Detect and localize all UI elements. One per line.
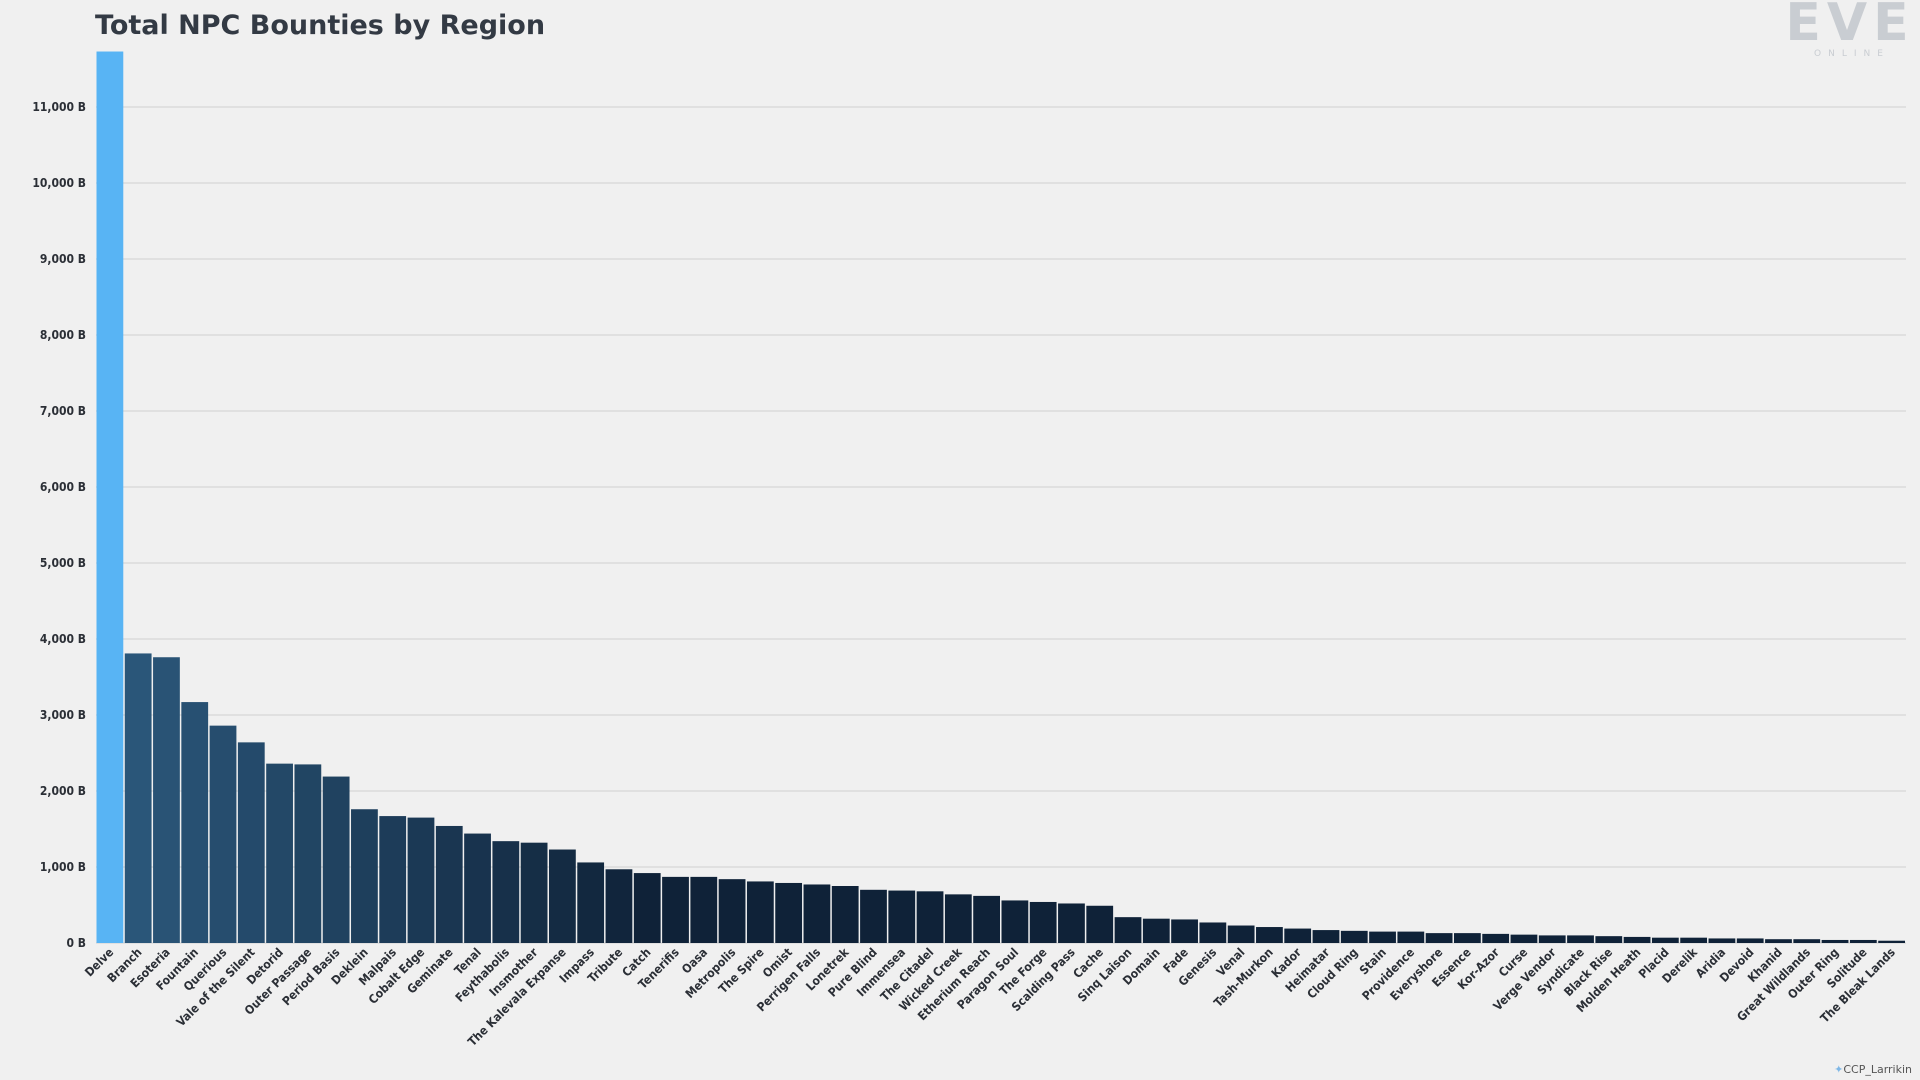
y-tick-label: 5,000 B [40,556,86,570]
bar [973,895,1000,943]
bar [1510,934,1538,943]
bar [181,702,209,943]
bar [1482,933,1510,943]
bar [1595,936,1623,943]
bar [746,881,774,943]
bar [718,879,746,943]
bar [1651,937,1679,943]
bar [379,816,407,943]
y-tick-label: 6,000 B [40,480,86,494]
bar [96,51,124,943]
bar [775,882,803,943]
bar [1538,935,1566,943]
bar [435,825,463,943]
logo-wordmark: EVE [1785,0,1914,53]
bar [237,742,265,943]
bar [266,763,293,943]
bar [1142,918,1170,943]
bar [860,889,887,943]
bar [888,890,916,943]
eve-online-logo: EVE ONLINE [1785,0,1914,59]
bar [322,776,350,943]
bar [1623,936,1651,943]
bar [520,842,548,943]
bars [96,51,1905,943]
y-tick-label: 0 B [67,936,87,950]
bar [407,817,435,943]
bar [1765,939,1792,943]
author-credit: ✦CCP_Larrikin [1834,1063,1912,1076]
y-tick-label: 7,000 B [40,404,86,418]
bar [464,833,491,943]
y-tick-label: 2,000 B [40,784,86,798]
bar [1312,930,1340,943]
bar [916,891,944,943]
bar [1397,931,1425,943]
y-tick-label: 1,000 B [40,860,86,874]
bar [351,809,378,943]
bar [294,764,322,943]
bar [124,653,152,943]
bar [831,886,859,943]
bar [209,725,237,943]
bar [1454,933,1481,943]
bar [1086,905,1114,943]
bar [1227,925,1255,943]
bar [1369,931,1396,943]
bar [1708,938,1736,943]
bar [1058,903,1085,943]
bar [1425,933,1453,943]
bar [1340,930,1368,943]
bar [1029,901,1057,943]
y-tick-label: 3,000 B [40,708,86,722]
bar [1256,927,1283,943]
bar [633,873,661,943]
y-axis-tick-labels: 0 B 1,000 B 2,000 B 3,000 B 4,000 B 5,000 B 6,… [32,100,86,950]
bar [1849,939,1877,943]
bar [662,876,689,943]
credit-handle: CCP_Larrikin [1843,1063,1912,1076]
bar [944,894,972,943]
bar [1171,919,1198,943]
bar [1736,938,1764,943]
bar [1680,937,1708,943]
bar [1821,939,1849,943]
y-tick-label: 10,000 B [32,176,86,190]
y-tick-label: 11,000 B [32,100,86,114]
bar [690,876,718,943]
bar [1114,917,1142,943]
logo-subtitle: ONLINE [1814,49,1890,59]
y-tick-label: 9,000 B [40,252,86,266]
y-tick-label: 8,000 B [40,328,86,342]
bar [577,862,605,943]
bar [1793,939,1821,943]
chart-title: Total NPC Bounties by Region [95,10,545,41]
twitter-bird-icon: ✦ [1834,1063,1844,1076]
bar [1001,900,1029,943]
bar [1567,935,1594,943]
bar [549,849,576,943]
bar [153,657,180,943]
bar [1199,922,1227,943]
bar [492,841,520,943]
bar [1284,928,1312,943]
bar [803,884,831,943]
y-tick-label: 4,000 B [40,632,86,646]
bar [1878,940,1905,943]
bar [605,869,633,943]
x-axis-tick-labels: DelveBranchEsoteriaFountainQueriousVale … [82,945,1898,1049]
